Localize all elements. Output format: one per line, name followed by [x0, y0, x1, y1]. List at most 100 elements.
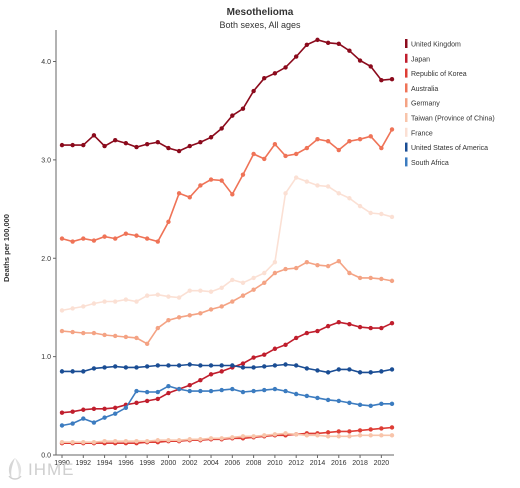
data-point[interactable] [134, 335, 139, 341]
data-point[interactable] [325, 184, 331, 189]
data-point[interactable] [240, 172, 246, 177]
data-point[interactable] [123, 231, 129, 236]
data-point[interactable] [59, 423, 65, 428]
data-point[interactable] [251, 388, 256, 394]
data-point[interactable] [102, 415, 107, 420]
data-point[interactable] [336, 147, 341, 153]
data-point[interactable] [262, 364, 267, 369]
data-point[interactable] [208, 177, 214, 182]
data-point[interactable] [155, 292, 161, 297]
data-point[interactable] [240, 361, 246, 366]
data-point[interactable] [176, 148, 182, 154]
data-point[interactable] [251, 151, 256, 157]
data-point[interactable] [102, 332, 107, 338]
data-point[interactable] [113, 439, 118, 444]
data-point[interactable] [81, 416, 86, 421]
data-point[interactable] [144, 341, 150, 347]
data-point[interactable] [336, 398, 341, 404]
data-point[interactable] [315, 262, 320, 268]
data-point[interactable] [389, 425, 395, 430]
data-point[interactable] [166, 438, 171, 443]
data-point[interactable] [91, 330, 97, 336]
data-point[interactable] [187, 437, 192, 442]
data-point[interactable] [240, 293, 246, 298]
data-point[interactable] [187, 388, 192, 394]
data-point[interactable] [166, 294, 171, 299]
data-point[interactable] [315, 137, 320, 142]
data-point[interactable] [59, 440, 65, 445]
data-point[interactable] [368, 403, 373, 409]
data-point[interactable] [91, 301, 97, 306]
data-point[interactable] [240, 106, 246, 111]
data-point[interactable] [336, 367, 341, 372]
data-point[interactable] [379, 433, 384, 438]
data-point[interactable] [272, 432, 278, 437]
legend-item[interactable]: Republic of Korea [405, 68, 467, 79]
data-point[interactable] [102, 299, 107, 304]
data-point[interactable] [176, 315, 182, 320]
data-point[interactable] [70, 306, 75, 311]
data-point[interactable] [272, 346, 278, 351]
data-point[interactable] [144, 389, 150, 395]
data-point[interactable] [155, 438, 161, 443]
data-point[interactable] [187, 382, 192, 388]
data-point[interactable] [315, 183, 320, 188]
data-point[interactable] [230, 277, 235, 283]
data-point[interactable] [187, 362, 192, 367]
data-point[interactable] [272, 363, 278, 368]
data-point[interactable] [240, 389, 246, 395]
data-point[interactable] [123, 334, 129, 340]
legend-item[interactable]: Australia [405, 83, 438, 93]
data-point[interactable] [379, 78, 384, 83]
data-point[interactable] [357, 428, 363, 433]
data-point[interactable] [304, 259, 310, 265]
data-point[interactable] [262, 156, 267, 162]
data-point[interactable] [336, 319, 341, 325]
data-point[interactable] [283, 65, 288, 70]
data-point[interactable] [123, 439, 129, 444]
data-point[interactable] [166, 318, 171, 323]
data-point[interactable] [123, 297, 129, 302]
data-point[interactable] [187, 288, 192, 293]
data-point[interactable] [368, 275, 373, 281]
data-point[interactable] [347, 429, 352, 434]
data-point[interactable] [389, 214, 395, 220]
data-point[interactable] [102, 234, 107, 239]
data-point[interactable] [81, 304, 86, 309]
legend-item[interactable]: United States of America [405, 142, 488, 153]
data-point[interactable] [123, 365, 129, 370]
data-point[interactable] [134, 365, 139, 370]
data-point[interactable] [208, 388, 214, 394]
data-point[interactable] [368, 427, 373, 432]
data-point[interactable] [59, 142, 65, 148]
data-point[interactable] [81, 407, 86, 412]
data-point[interactable] [155, 389, 161, 395]
data-point[interactable] [219, 178, 224, 183]
data-point[interactable] [336, 41, 341, 47]
data-point[interactable] [219, 304, 224, 309]
data-point[interactable] [113, 138, 118, 143]
data-point[interactable] [113, 333, 118, 339]
data-point[interactable] [91, 133, 97, 138]
data-point[interactable] [187, 143, 192, 149]
data-point[interactable] [336, 434, 341, 439]
data-point[interactable] [176, 386, 182, 392]
data-point[interactable] [325, 263, 331, 269]
data-point[interactable] [113, 364, 118, 369]
data-point[interactable] [134, 299, 139, 304]
data-point[interactable] [325, 40, 331, 46]
data-point[interactable] [336, 191, 341, 196]
data-point[interactable] [198, 437, 203, 442]
data-point[interactable] [368, 210, 373, 216]
data-point[interactable] [70, 329, 75, 335]
data-point[interactable] [325, 430, 331, 435]
data-point[interactable] [368, 370, 373, 375]
data-point[interactable] [379, 369, 384, 374]
data-point[interactable] [251, 434, 256, 439]
legend-item[interactable]: South Africa [405, 157, 449, 167]
data-point[interactable] [272, 71, 278, 76]
data-point[interactable] [81, 369, 86, 374]
data-point[interactable] [59, 308, 65, 313]
data-point[interactable] [283, 388, 288, 394]
data-point[interactable] [347, 400, 352, 406]
